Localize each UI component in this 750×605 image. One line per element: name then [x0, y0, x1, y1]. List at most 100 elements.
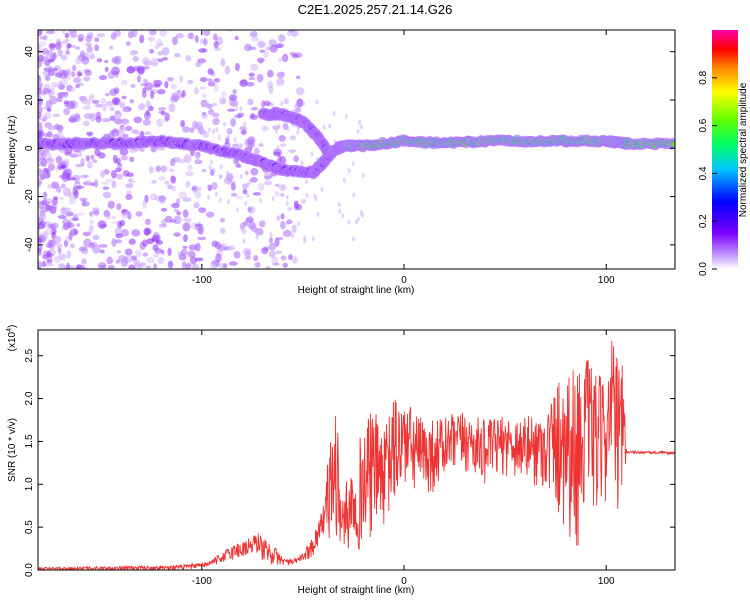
noise-speck — [241, 183, 248, 190]
noise-speck — [38, 200, 43, 206]
noise-speck — [124, 248, 133, 256]
snr-frame — [37, 329, 676, 571]
noise-speck — [118, 126, 127, 133]
colorbar-tick-label: 0.6 — [698, 118, 709, 132]
noise-speck — [254, 228, 264, 236]
noise-speck — [70, 243, 75, 249]
noise-speck — [209, 264, 217, 269]
noise-speck — [61, 30, 66, 35]
noise-speck — [293, 186, 300, 191]
noise-speck — [67, 220, 72, 229]
noise-speck — [285, 220, 289, 226]
noise-speck — [106, 211, 111, 220]
noise-speck — [94, 44, 100, 52]
noise-speck — [167, 77, 174, 82]
spectrogram-x-axis: -100 0 100 — [192, 30, 615, 286]
noise-speck — [94, 37, 100, 43]
colorbar-tick-label: 0.2 — [698, 214, 709, 228]
noise-speck — [180, 248, 188, 256]
noise-speck — [82, 231, 92, 237]
noise-speck — [193, 202, 200, 209]
noise-speck — [215, 253, 222, 263]
noise-speck — [240, 129, 247, 135]
noise-speck — [154, 248, 164, 254]
noise-speck — [170, 158, 176, 167]
snr-y-tick-label: 2.5 — [24, 348, 35, 362]
noise-speck — [94, 179, 99, 188]
noise-speck — [43, 34, 48, 41]
noise-speck — [269, 231, 273, 237]
noise-speck — [44, 132, 50, 138]
noise-speck — [187, 250, 196, 258]
noise-speck — [263, 180, 273, 186]
noise-speck — [203, 101, 211, 106]
noise-speck — [79, 50, 86, 58]
noise-speck — [302, 101, 306, 107]
snr-x-tick-label: -100 — [192, 576, 212, 587]
noise-speck — [47, 183, 52, 189]
noise-speck — [291, 224, 297, 233]
noise-speck — [42, 115, 48, 122]
noise-speck — [139, 130, 145, 138]
noise-speck — [60, 54, 68, 61]
noise-speck — [344, 113, 348, 119]
noise-speck — [84, 69, 92, 77]
spectrogram-y-label: Frequency (Hz) — [7, 116, 18, 185]
noise-speck — [38, 30, 43, 37]
noise-speck — [233, 251, 241, 259]
noise-speck — [38, 54, 44, 63]
noise-speck — [215, 127, 219, 133]
snr-y-label: SNR (10 * v/v) — [7, 418, 18, 482]
noise-speck — [109, 88, 118, 96]
snr-x-tick-label: 100 — [598, 576, 615, 587]
noise-speck — [62, 93, 68, 99]
noise-speck — [286, 126, 290, 132]
noise-speck — [194, 86, 199, 95]
noise-speck — [58, 80, 63, 89]
snr-x-tick-label: 0 — [401, 576, 407, 587]
noise-speck — [81, 98, 87, 105]
noise-speck — [195, 61, 202, 68]
noise-speck — [38, 204, 41, 212]
noise-speck — [142, 199, 147, 209]
noise-speck — [126, 66, 136, 74]
noise-speck — [144, 218, 151, 226]
noise-speck — [55, 125, 64, 131]
noise-speck — [276, 77, 285, 86]
noise-speck — [316, 212, 320, 218]
noise-speck — [197, 58, 207, 64]
noise-speck — [136, 74, 142, 83]
noise-speck — [274, 237, 280, 247]
noise-speck — [248, 179, 252, 185]
noise-speck — [313, 193, 317, 199]
noise-speck — [62, 207, 71, 212]
noise-speck — [203, 30, 211, 37]
colorbar-tick-label: 0.0 — [698, 262, 709, 276]
noise-speck — [109, 106, 115, 111]
noise-speck — [81, 199, 86, 207]
noise-speck — [53, 196, 59, 200]
noise-speck — [300, 160, 304, 166]
noise-speck — [261, 247, 269, 255]
noise-speck — [206, 211, 215, 218]
noise-speck — [194, 190, 202, 199]
noise-speck — [102, 186, 110, 190]
noise-speck — [246, 193, 250, 199]
spectrogram-y-tick-label: 20 — [24, 94, 35, 106]
noise-speck — [294, 52, 303, 58]
noise-speck — [67, 192, 74, 198]
noise-speck — [74, 180, 81, 185]
noise-speck — [332, 110, 336, 116]
noise-speck — [98, 244, 108, 248]
noise-speck — [155, 38, 163, 48]
snr-y-scale-base: (x10 — [7, 331, 18, 351]
noise-speck — [73, 77, 82, 84]
noise-speck — [59, 196, 65, 201]
noise-speck — [89, 211, 94, 217]
noise-speck — [251, 36, 260, 42]
snr-y-scale-close: ) — [7, 325, 18, 328]
noise-speck — [129, 99, 135, 104]
noise-speck — [262, 126, 270, 131]
noise-speck — [119, 219, 126, 227]
noise-speck — [341, 213, 345, 219]
